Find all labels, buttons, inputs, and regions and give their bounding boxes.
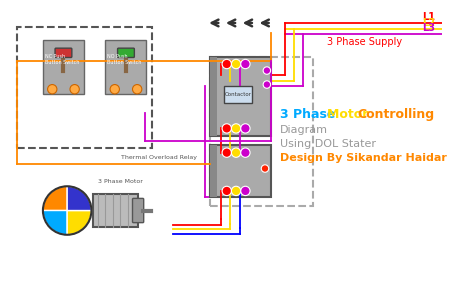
Text: Thermal Overload Relay: Thermal Overload Relay bbox=[121, 155, 197, 160]
FancyBboxPatch shape bbox=[210, 145, 271, 197]
Circle shape bbox=[263, 67, 271, 74]
FancyBboxPatch shape bbox=[105, 40, 146, 94]
Circle shape bbox=[222, 59, 231, 69]
Text: 3 Phase Motor: 3 Phase Motor bbox=[98, 178, 143, 184]
Text: L3: L3 bbox=[422, 23, 435, 33]
Circle shape bbox=[47, 85, 57, 94]
Wedge shape bbox=[67, 210, 91, 235]
Text: Motor: Motor bbox=[327, 108, 373, 121]
Text: 3 Phase Supply: 3 Phase Supply bbox=[327, 37, 401, 47]
Circle shape bbox=[241, 124, 250, 133]
Text: 3 Phase: 3 Phase bbox=[280, 108, 340, 121]
Circle shape bbox=[241, 148, 250, 157]
Text: NO Push
Button Switch: NO Push Button Switch bbox=[107, 54, 142, 65]
Circle shape bbox=[222, 124, 231, 133]
Circle shape bbox=[110, 85, 119, 94]
Circle shape bbox=[231, 186, 241, 196]
Text: NC Push
Button Switch: NC Push Button Switch bbox=[45, 54, 79, 65]
Text: Controlling: Controlling bbox=[357, 108, 435, 121]
Circle shape bbox=[133, 85, 142, 94]
FancyBboxPatch shape bbox=[118, 48, 134, 57]
FancyBboxPatch shape bbox=[210, 57, 218, 136]
Circle shape bbox=[241, 59, 250, 69]
Bar bbox=[17, 27, 152, 148]
Wedge shape bbox=[43, 186, 67, 210]
Text: L1: L1 bbox=[422, 12, 435, 22]
Circle shape bbox=[231, 148, 241, 157]
Text: Using DOL Stater: Using DOL Stater bbox=[280, 139, 376, 149]
Wedge shape bbox=[67, 186, 91, 210]
Circle shape bbox=[231, 124, 241, 133]
Circle shape bbox=[231, 59, 241, 69]
Text: Contactor: Contactor bbox=[225, 92, 252, 97]
Bar bbox=[210, 57, 312, 206]
FancyBboxPatch shape bbox=[224, 86, 252, 103]
Circle shape bbox=[70, 85, 79, 94]
FancyBboxPatch shape bbox=[93, 194, 138, 227]
FancyBboxPatch shape bbox=[55, 48, 72, 57]
Wedge shape bbox=[43, 210, 67, 235]
FancyBboxPatch shape bbox=[210, 57, 271, 136]
Text: Design By Sikandar Haidar: Design By Sikandar Haidar bbox=[280, 153, 447, 163]
Circle shape bbox=[222, 186, 231, 196]
Text: Diagram: Diagram bbox=[280, 125, 328, 135]
Circle shape bbox=[222, 148, 231, 157]
FancyBboxPatch shape bbox=[210, 145, 218, 197]
Circle shape bbox=[261, 165, 269, 172]
FancyBboxPatch shape bbox=[133, 198, 144, 223]
FancyBboxPatch shape bbox=[43, 40, 84, 94]
Circle shape bbox=[263, 81, 271, 88]
Text: L2: L2 bbox=[422, 18, 435, 28]
Circle shape bbox=[241, 186, 250, 196]
